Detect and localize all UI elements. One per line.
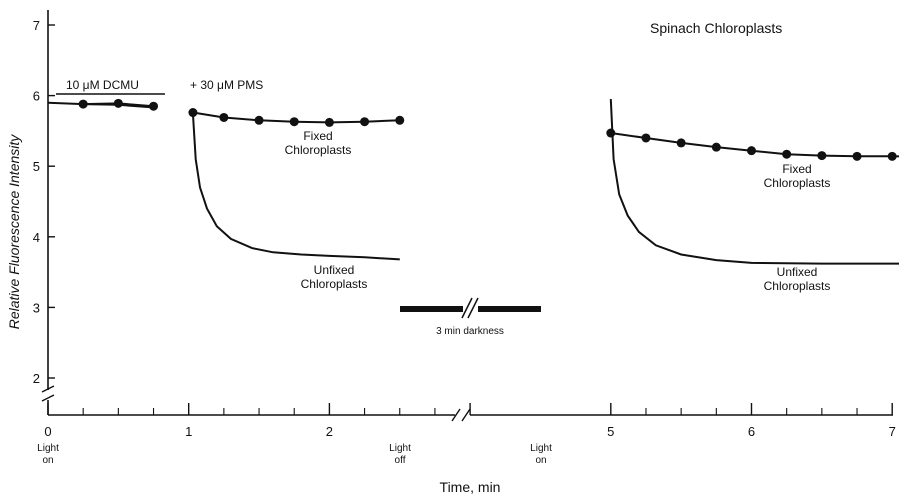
data-point-fixed_1-5 [360, 117, 370, 127]
dcmu-label: 10 μM DCMU [66, 78, 139, 92]
data-point-fixed_2-2 [676, 138, 686, 148]
series-line-fixed_2 [610, 132, 899, 158]
fixed-1-label-line2: Chloroplasts [285, 143, 352, 157]
data-point-fixed_1-4 [324, 117, 334, 127]
data-point-dcmu_fixed-1 [113, 98, 123, 108]
data-point-fixed_1-3 [289, 117, 299, 127]
data-point-fixed_2-8 [887, 151, 897, 161]
data-point-fixed_1-2 [254, 115, 264, 125]
data-point-fixed_2-1 [641, 133, 651, 143]
y-axis-label: Relative Fluorescence Intensity [6, 134, 22, 330]
y-axis-break-mark [41, 385, 55, 402]
data-point-fixed_2-7 [852, 151, 862, 161]
x-tick-label-5: 5 [607, 424, 614, 439]
chart-title: Spinach Chloroplasts [650, 20, 782, 36]
light-on-2-line2: on [535, 455, 546, 466]
light-on-1-line2: on [42, 455, 53, 466]
fixed-2-label-line1: Fixed [782, 162, 811, 176]
x-tick-label-1: 1 [185, 424, 192, 439]
series-line-unfixed_1 [191, 113, 400, 261]
data-series [47, 98, 899, 265]
light-on-2-line1: Light [530, 443, 552, 454]
x-axis-label: Time, min [440, 479, 501, 495]
pms-label: + 30 μM PMS [190, 78, 263, 92]
data-point-dcmu_fixed-2 [149, 101, 159, 111]
data-point-fixed_2-4 [747, 146, 756, 156]
x-tick-label-7: 7 [889, 424, 896, 439]
fixed-2-label-line2: Chloroplasts [764, 176, 831, 190]
y-tick-label-4: 4 [33, 230, 40, 245]
unfixed-1-label-line2: Chloroplasts [301, 277, 368, 291]
y-tick-label-6: 6 [33, 89, 40, 104]
y-tick-label-7: 7 [33, 18, 40, 33]
y-tick-label-2: 2 [33, 371, 40, 386]
y-tick-label-5: 5 [33, 159, 40, 174]
x-tick-label-6: 6 [748, 424, 755, 439]
data-point-fixed_2-6 [817, 151, 827, 161]
light-off-line2: off [395, 455, 406, 466]
unfixed-2-label-line1: Unfixed [777, 265, 818, 279]
light-off-line1: Light [389, 443, 411, 454]
data-point-fixed_2-0 [606, 128, 616, 138]
y-tick-label-3: 3 [33, 300, 40, 315]
x-axis-break-mark [451, 408, 471, 422]
light-on-1-line1: Light [37, 443, 59, 454]
darkness-label: 3 min darkness [436, 326, 504, 337]
unfixed-2-label-line2: Chloroplasts [764, 279, 831, 293]
x-ticks: 0125678 [44, 403, 896, 439]
series-line-unfixed_2 [609, 99, 899, 265]
x-tick-label-0: 0 [44, 424, 51, 439]
y-ticks: 2 3 4 5 6 7 [33, 18, 55, 386]
unfixed-1-label-line1: Unfixed [314, 263, 355, 277]
data-point-fixed_2-3 [711, 142, 721, 152]
darkness-bar [400, 297, 541, 319]
data-point-fixed_1-6 [395, 115, 405, 125]
data-point-fixed_2-5 [782, 149, 792, 159]
data-point-fixed_1-1 [219, 112, 229, 122]
data-point-fixed_1-0 [188, 108, 198, 118]
fixed-1-label-line1: Fixed [303, 129, 332, 143]
data-point-dcmu_fixed-0 [78, 99, 88, 109]
x-tick-label-2: 2 [326, 424, 333, 439]
